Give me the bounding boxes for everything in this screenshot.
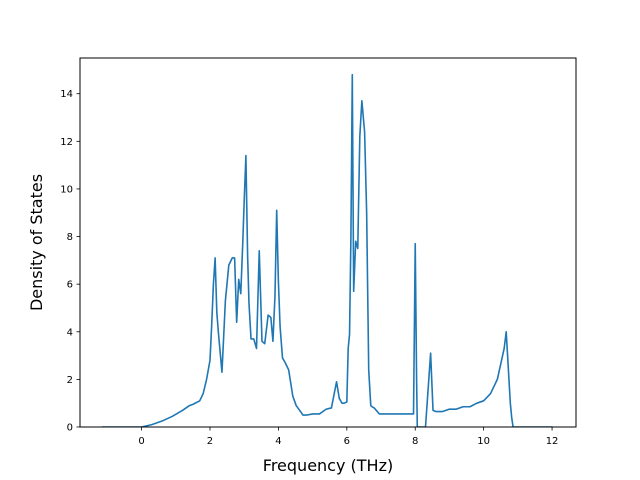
y-tick-label: 8 [67,232,73,243]
y-tick-label: 14 [60,89,73,100]
x-tick-label: 12 [546,436,559,447]
y-tick-label: 10 [60,184,73,195]
y-axis: 0 2 4 6 8 10 12 14 [60,89,80,434]
y-tick-label: 0 [67,423,73,434]
y-tick-label: 6 [67,280,73,291]
dos-series-line [101,73,553,427]
x-tick-label: 4 [275,436,281,447]
y-tick-label: 4 [67,327,73,338]
y-tick-label: 12 [60,137,73,148]
x-tick-label: 0 [138,436,144,447]
x-tick-label: 10 [477,436,490,447]
y-axis-label: Density of States [27,174,46,311]
x-axis-label: Frequency (THz) [263,456,393,475]
x-tick-label: 6 [344,436,350,447]
x-tick-label: 8 [412,436,418,447]
plot-frame [79,57,577,428]
series-layer [101,73,553,427]
x-axis: 0 2 4 6 8 10 12 [138,427,558,447]
x-tick-label: 2 [207,436,213,447]
y-tick-label: 2 [67,375,73,386]
